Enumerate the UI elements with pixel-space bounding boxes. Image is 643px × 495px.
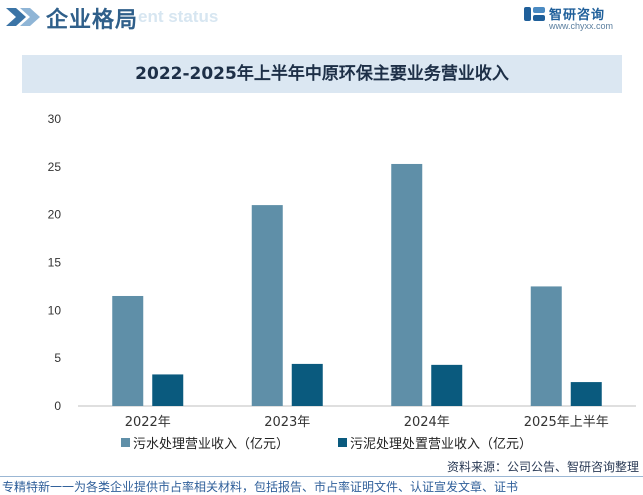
legend-label-sewage: 污水处理营业收入（亿元） [133,436,290,452]
brand-name: 智研咨询 [549,8,606,23]
x-tick-label: 2024年 [404,415,450,430]
bar-sludge [431,364,463,406]
x-tick-label: 2025年上半年 [524,415,609,430]
header: 企业格局 ent status 智研咨询 www.chyxx.com [0,0,643,34]
bar-sludge [291,363,323,406]
x-tick-label: 2023年 [264,415,310,430]
y-tick-label: 25 [48,160,62,174]
chart-title: 2022-2025年上半年中原环保主要业务营业收入 [22,55,622,93]
section-subtitle-watermark: ent status [138,7,219,26]
y-tick-label: 20 [48,208,62,222]
bar-sludge [570,382,602,406]
brand-logo-icon [524,7,545,21]
header-chevron-icon [6,8,40,26]
brand-logo: 智研咨询 www.chyxx.com [523,2,633,34]
chart-legend: 污水处理营业收入（亿元） 污泥处理处置营业收入（亿元） [0,432,643,452]
bar-sewage [112,295,144,406]
footer-divider [0,476,643,477]
y-tick-label: 10 [48,303,62,317]
legend-label-sludge: 污泥处理处置营业收入（亿元） [350,436,533,452]
footer-text: 专精特新一一为各类企业提供市占率相关材料，包括报告、市占率证明文件、认证宣发文章… [2,480,519,494]
x-tick-label: 2022年 [125,415,171,430]
legend-swatch-sewage [121,437,130,447]
y-tick-label: 5 [54,351,61,365]
legend-swatch-sludge [338,437,347,447]
section-title: 企业格局 [46,8,139,33]
bar-sewage [530,286,562,406]
y-tick-label: 0 [54,399,61,413]
y-tick-label: 15 [48,256,62,270]
bar-sewage [391,163,423,406]
y-tick-label: 30 [48,112,62,126]
legend-item-sludge: 污泥处理处置营业收入（亿元） [338,432,532,452]
legend-item-sewage: 污水处理营业收入（亿元） [121,432,289,452]
bar-sewage [251,205,283,406]
brand-url: www.chyxx.com [549,21,614,31]
bar-sludge [152,374,184,406]
data-source: 资料来源：公司公告、智研咨询整理 [446,460,639,474]
